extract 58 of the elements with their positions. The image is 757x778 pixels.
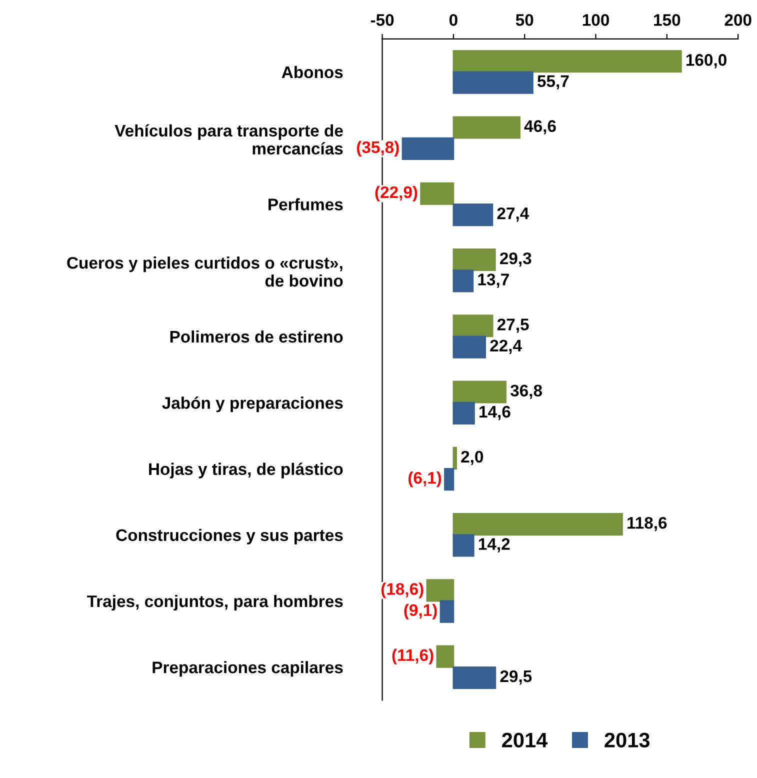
- y-tick-label: Perfumes: [268, 198, 343, 210]
- data-label: 160,0: [686, 54, 726, 68]
- data-label: 27,4: [497, 207, 530, 222]
- bar: [452, 248, 496, 272]
- bar: [452, 270, 474, 292]
- bar: [452, 204, 494, 226]
- bar: [452, 116, 520, 139]
- y-tick-label: Vehículos para transporte de mercancías: [114, 124, 343, 155]
- data-label: (35,8): [356, 140, 399, 156]
- bar: [420, 182, 454, 205]
- x-tick-label: -50: [370, 14, 394, 26]
- data-label: 22,4: [490, 340, 522, 354]
- data-label: (6,1): [408, 472, 442, 488]
- y-tick-label: Preparaciones capilares: [152, 661, 343, 677]
- y-tick-label: Jabón y preparaciones: [162, 396, 343, 412]
- data-label: 46,6: [524, 120, 556, 134]
- data-label: 13,7: [478, 274, 509, 288]
- bar: [440, 600, 454, 623]
- x-tick-label: 150: [654, 14, 680, 26]
- data-label: 55,7: [537, 75, 569, 90]
- data-label: 36,8: [510, 384, 542, 399]
- data-label: (9,1): [404, 604, 437, 620]
- bar: [452, 50, 682, 73]
- legend-label: 2013: [604, 732, 650, 748]
- bar: [452, 534, 474, 557]
- data-label: (22,9): [375, 186, 418, 202]
- x-tick-label: 200: [724, 14, 752, 26]
- data-label: (11,6): [392, 648, 434, 664]
- data-label: 27,5: [497, 318, 529, 333]
- bar: [452, 402, 475, 424]
- bar: [452, 314, 494, 338]
- bar: [452, 71, 534, 94]
- bar: [452, 380, 507, 404]
- data-label: (18,6): [381, 582, 424, 598]
- data-label: 29,3: [500, 252, 532, 267]
- y-tick-label: Trajes, conjuntos, para hombres: [87, 594, 343, 610]
- x-tick-label: 100: [582, 14, 609, 26]
- y-tick-label: Hojas y tiras, de plástico: [149, 462, 343, 478]
- bar: [452, 513, 623, 536]
- bar: [452, 336, 486, 358]
- data-label: 14,2: [478, 538, 510, 552]
- data-label: 118,6: [628, 516, 667, 532]
- y-tick-label: Abonos: [282, 66, 343, 78]
- bar: [452, 666, 496, 689]
- y-tick-label: Construcciones y sus partes: [116, 528, 343, 544]
- bar: [402, 137, 454, 160]
- data-label: 29,5: [500, 670, 532, 685]
- bar: [436, 645, 454, 668]
- x-tick-label: 0: [449, 14, 458, 26]
- data-label: 14,6: [480, 406, 510, 420]
- data-label: 2,0: [461, 450, 484, 466]
- bar: [444, 468, 454, 491]
- x-tick-label: 50: [516, 14, 534, 26]
- bar: [452, 446, 457, 470]
- y-tick-label: Polimeros de estireno: [170, 330, 343, 343]
- legend-label: 2014: [502, 732, 548, 748]
- bar: [426, 579, 454, 602]
- y-tick-label: Cueros y pieles curtidos o «crust», de bovino: [67, 256, 343, 287]
